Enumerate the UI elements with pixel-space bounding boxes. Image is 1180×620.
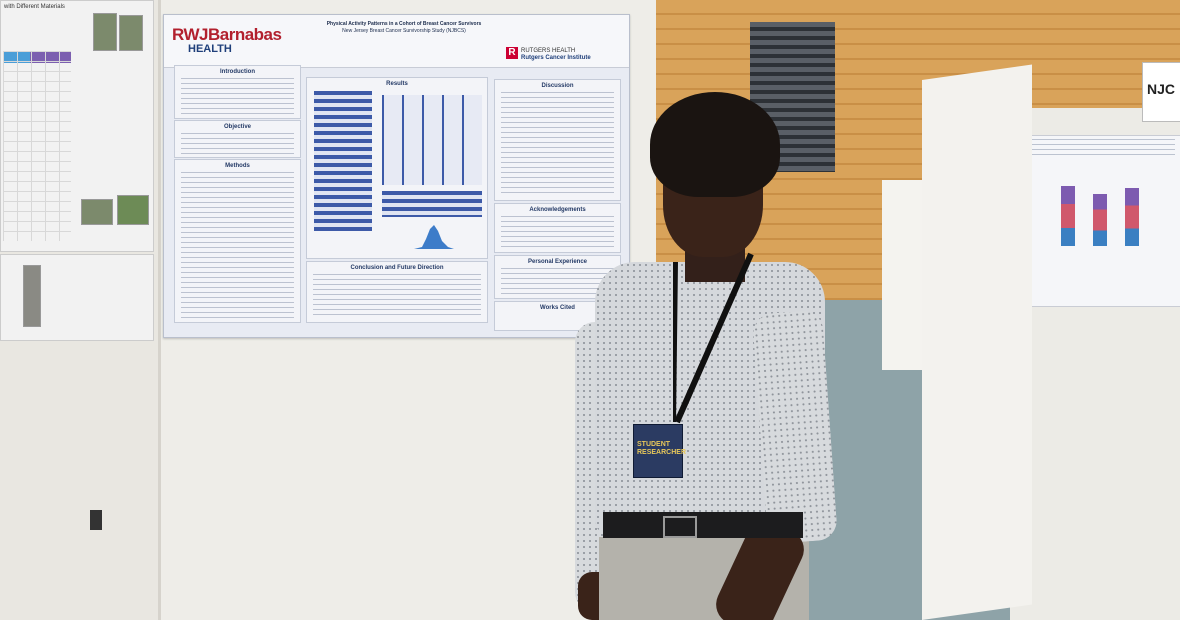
results-histogram (414, 225, 454, 249)
poster-title-sub: New Jersey Breast Cancer Survivorship St… (342, 28, 466, 34)
rutgers-logo-text: RUTGERS HEALTH Rutgers Cancer Institute (521, 48, 591, 62)
hair (650, 92, 780, 197)
rwjbarnabas-logo-sub: HEALTH (188, 43, 232, 55)
chart-bar (1093, 194, 1107, 246)
booth-sign: NJC (1142, 62, 1180, 122)
research-poster: RWJBarnabas HEALTH Physical Activity Pat… (163, 14, 630, 338)
poster-section-personal-experience: Personal Experience (494, 255, 621, 299)
rutgers-r-logo: R (506, 47, 518, 59)
results-table-2 (382, 95, 482, 185)
section-text-lines (501, 268, 614, 294)
left-poster-photo (81, 199, 113, 225)
name-badge: STUDENT RESEARCHER (633, 424, 687, 478)
left-poster: with Different Materials (0, 0, 154, 252)
belt-buckle (663, 516, 697, 538)
lanyard (673, 252, 754, 424)
left-poster-photo (93, 13, 117, 51)
left-poster-title: with Different Materials (4, 4, 65, 10)
poster-title: Physical Activity Patterns in a Cohort o… (304, 21, 504, 35)
wall-outlet (90, 510, 102, 530)
section-text-lines (501, 92, 614, 196)
right-poster-title-lines (1023, 136, 1180, 160)
student-presenter: STUDENT RESEARCHER (575, 92, 838, 620)
section-heading: Discussion (541, 83, 574, 89)
section-text-lines (181, 78, 294, 116)
rutgers-logo-bottom: Rutgers Cancer Institute (521, 55, 591, 61)
poster-section-introduction: Introduction (174, 65, 301, 119)
results-table-1 (314, 91, 372, 231)
section-heading: Methods (225, 163, 250, 169)
section-text-lines (501, 216, 614, 248)
poster-section-methods: Methods (174, 159, 301, 323)
section-heading: Conclusion and Future Direction (350, 265, 444, 271)
section-heading: Personal Experience (527, 259, 588, 265)
poster-section-discussion: Discussion (494, 79, 621, 201)
text-lines (1029, 139, 1175, 157)
left-poster-board: with Different Materials (0, 0, 160, 620)
right-poster (1022, 135, 1180, 307)
chart-bar (1125, 188, 1139, 246)
left-poster-photo (117, 195, 149, 225)
badge-text: STUDENT RESEARCHER (637, 441, 687, 456)
poster-header: RWJBarnabas HEALTH Physical Activity Pat… (164, 15, 629, 68)
left-poster-lower (0, 254, 154, 341)
poster-title-main: Physical Activity Patterns in a Cohort o… (326, 21, 482, 27)
left-poster-photo (119, 15, 143, 51)
poster-section-objective: Objective (174, 120, 301, 158)
chart-bar (1061, 186, 1075, 246)
poster-section-acknowledgements: Acknowledgements (494, 203, 621, 253)
results-table-3 (382, 191, 482, 217)
foreground-partition (922, 64, 1032, 620)
booth-sign-text: NJC (1147, 81, 1176, 97)
belt (603, 512, 803, 538)
rutgers-logo-top: RUTGERS HEALTH (521, 48, 576, 54)
section-text-lines (313, 274, 481, 318)
section-heading: Acknowledgements (529, 207, 586, 213)
left-poster-photo (23, 265, 41, 327)
section-heading: Results (386, 81, 408, 87)
rwjbarnabas-logo: RWJBarnabas (172, 25, 282, 44)
section-text-lines (181, 133, 294, 155)
section-text-lines (181, 172, 294, 320)
poster-section-conclusion: Conclusion and Future Direction (306, 261, 488, 323)
left-poster-table (3, 51, 71, 241)
section-heading: Objective (223, 124, 251, 130)
section-heading: Works Cited (540, 305, 575, 311)
section-heading: Introduction (220, 69, 255, 75)
